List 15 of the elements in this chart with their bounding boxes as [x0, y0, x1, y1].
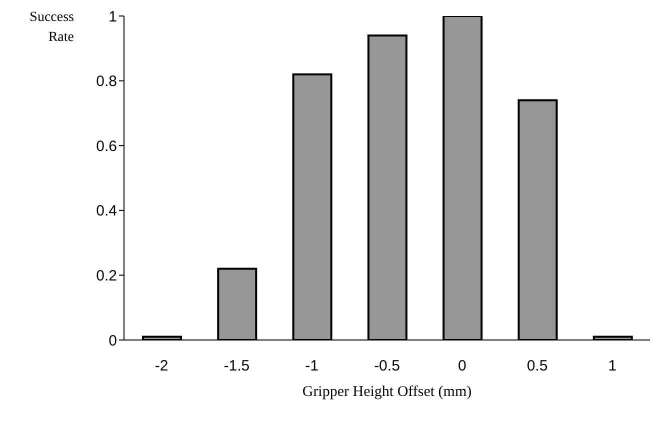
- x-tick-label: -2: [154, 358, 168, 375]
- y-tick-label: 0.2: [96, 268, 117, 285]
- y-tick-label: 0.4: [96, 202, 117, 220]
- x-tick-label: -1.5: [224, 358, 250, 375]
- y-tick-label: 0: [108, 332, 117, 350]
- y-tick-label: 0.6: [96, 138, 117, 155]
- x-tick-label: 1: [608, 358, 617, 375]
- x-axis-title: Gripper Height Offset (mm): [301, 384, 473, 401]
- y-axis-title: Success Rate: [28, 9, 74, 47]
- x-tick-label: 0: [458, 358, 466, 375]
- x-tick-label: -0.5: [374, 358, 400, 375]
- y-tick-label: 0.8: [96, 73, 117, 90]
- x-tick-label: 0.5: [526, 358, 548, 375]
- x-tick-label: -1: [305, 358, 319, 375]
- y-tick-label: 1: [108, 8, 117, 26]
